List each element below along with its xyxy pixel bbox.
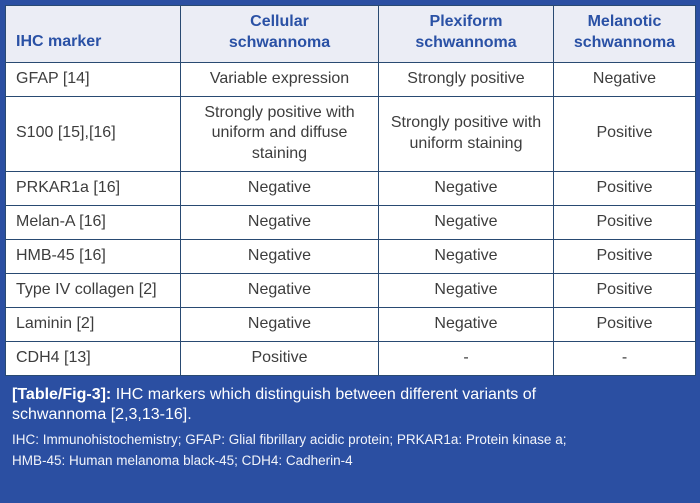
value-cell: Positive <box>553 170 696 206</box>
table-row: PRKAR1a [16] Negative Negative Positive <box>5 170 696 206</box>
marker-cell: Type IV collagen [2] <box>5 272 181 308</box>
caption-text: IHC markers which distinguish between di… <box>12 385 537 424</box>
value-cell: Negative <box>378 238 554 274</box>
caption-footnote-abbreviations-2: HMB-45: Human melanoma black-45; CDH4: C… <box>12 452 353 468</box>
header-row: IHC marker Cellular schwannoma Plexiform… <box>5 5 696 63</box>
column-header-melanotic-schwannoma: Melanotic schwannoma <box>553 5 696 63</box>
table-row: Melan-A [16] Negative Negative Positive <box>5 204 696 240</box>
value-cell: Negative <box>180 238 379 274</box>
marker-cell: Laminin [2] <box>5 306 181 342</box>
column-header-label: IHC marker <box>16 32 102 50</box>
value-cell: Negative <box>553 61 696 97</box>
caption-band: [Table/Fig-3]: IHC markers which disting… <box>5 376 695 503</box>
value-cell: Negative <box>180 306 379 342</box>
caption-label: [Table/Fig-3]: <box>12 385 112 403</box>
value-cell: Positive <box>553 272 696 308</box>
value-cell: Positive <box>553 95 696 172</box>
column-header-label: Cellular schwannoma <box>228 13 331 51</box>
table-row: CDH4 [13] Positive - - <box>5 340 696 376</box>
value-cell: Strongly positive with uniform staining <box>378 95 554 172</box>
table-row: Type IV collagen [2] Negative Negative Posi… <box>5 272 696 308</box>
value-cell: - <box>553 340 696 376</box>
value-cell: Positive <box>180 340 379 376</box>
value-cell: Negative <box>180 170 379 206</box>
column-header-label: Plexiform schwannoma <box>415 13 517 51</box>
marker-cell: PRKAR1a [16] <box>5 170 181 206</box>
value-cell: Strongly positive <box>378 61 554 97</box>
value-cell: - <box>378 340 554 376</box>
value-cell: Positive <box>553 238 696 274</box>
value-cell: Positive <box>553 204 696 240</box>
column-header-plexiform-schwannoma: Plexiform schwannoma <box>378 5 554 63</box>
column-header-ihc-marker: IHC marker <box>5 5 181 63</box>
value-cell: Positive <box>553 306 696 342</box>
marker-cell: HMB-45 [16] <box>5 238 181 274</box>
ihc-markers-table: IHC marker Cellular schwannoma Plexiform… <box>5 5 696 376</box>
value-cell: Negative <box>378 272 554 308</box>
value-cell: Negative <box>180 272 379 308</box>
value-cell: Negative <box>180 204 379 240</box>
marker-cell: GFAP [14] <box>5 61 181 97</box>
marker-cell: CDH4 [13] <box>5 340 181 376</box>
value-cell: Variable expression <box>180 61 379 97</box>
table-row: HMB-45 [16] Negative Negative Positive <box>5 238 696 274</box>
caption-footnote-abbreviations-1: IHC: Immunohistochemistry; GFAP: Glial f… <box>12 431 567 447</box>
column-header-label: Melanotic schwannoma <box>573 13 676 51</box>
value-cell: Negative <box>378 170 554 206</box>
column-header-cellular-schwannoma: Cellular schwannoma <box>180 5 379 63</box>
table-row: Laminin [2] Negative Negative Positive <box>5 306 696 342</box>
marker-cell: S100 [15],[16] <box>5 95 181 172</box>
table-row: GFAP [14] Variable expression Strongly pos… <box>5 61 696 97</box>
table-row: S100 [15],[16] Strongly positive with uni… <box>5 95 696 172</box>
caption-title: [Table/Fig-3]: IHC markers which disting… <box>12 385 604 426</box>
value-cell: Negative <box>378 204 554 240</box>
ihc-table-container: IHC marker Cellular schwannoma Plexiform… <box>5 5 696 376</box>
value-cell: Strongly positive with uniform and diffu… <box>180 95 379 172</box>
marker-cell: Melan-A [16] <box>5 204 181 240</box>
value-cell: Negative <box>378 306 554 342</box>
